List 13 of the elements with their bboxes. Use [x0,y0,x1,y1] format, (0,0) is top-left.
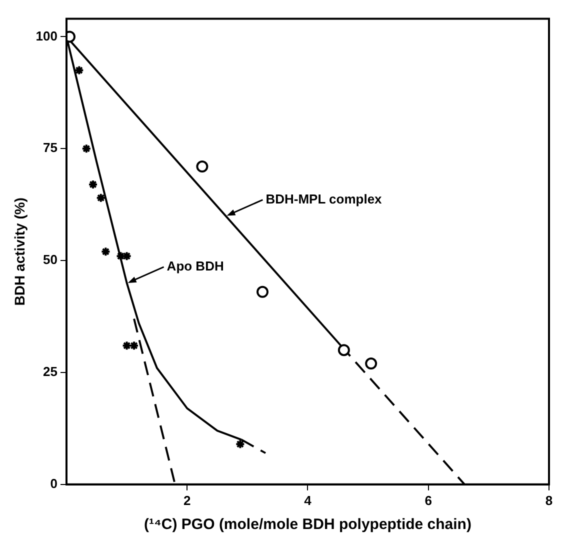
x-tick-label: 8 [545,492,553,508]
x-tick-label: 4 [304,492,312,508]
y-tick-label: 0 [50,476,58,491]
y-tick-label: 25 [43,364,58,380]
annotation: BDH-MPL complex [266,191,383,206]
annotation: Apo BDH [166,258,224,274]
y-axis-title: BDH activity (%) [11,198,28,306]
y-tick-label: 50 [43,252,58,268]
x-axis-title: (¹⁴C) PGO (mole/mole BDH polypeptide chain) [144,516,472,534]
y-tick-label: 100 [36,28,58,44]
x-tick-label: 6 [424,492,432,508]
y-tick-label: 75 [43,140,58,156]
x-tick-label: 2 [184,492,191,508]
